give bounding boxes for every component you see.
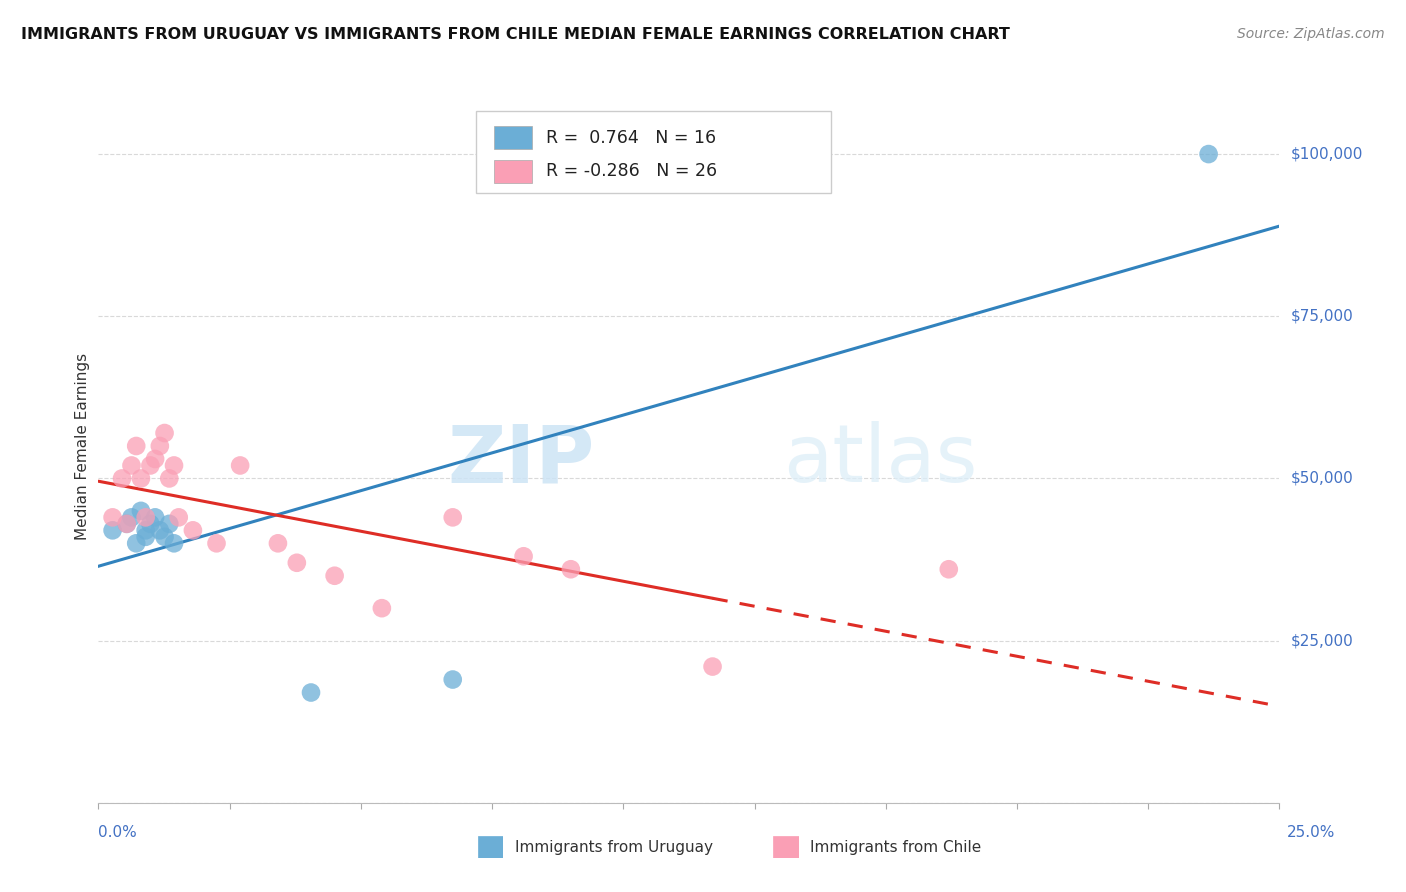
Text: $100,000: $100,000 [1291,146,1362,161]
Point [153,530,176,544]
Point [441,510,464,524]
Point [299,685,322,699]
Text: ZIP: ZIP [447,421,595,500]
Point [167,510,190,524]
Text: 0.0%: 0.0% [98,825,138,839]
Point [101,510,124,524]
Point [267,536,290,550]
Text: 25.0%: 25.0% [1286,825,1334,839]
Point [135,530,157,544]
Point [1198,147,1220,161]
Point [135,524,157,538]
Text: R = -0.286   N = 26: R = -0.286 N = 26 [546,162,717,180]
Point [135,510,157,524]
Text: Source: ZipAtlas.com: Source: ZipAtlas.com [1237,27,1385,41]
Text: $25,000: $25,000 [1291,633,1354,648]
Point [125,439,148,453]
Point [121,510,143,524]
Point [121,458,143,473]
FancyBboxPatch shape [477,111,831,193]
Text: $50,000: $50,000 [1291,471,1354,486]
Point [371,601,394,615]
Point [143,510,166,524]
Text: Immigrants from Uruguay: Immigrants from Uruguay [515,840,713,855]
Text: R =  0.764   N = 16: R = 0.764 N = 16 [546,128,716,146]
Point [139,516,162,531]
Point [115,516,138,531]
Point [441,673,464,687]
Y-axis label: Median Female Earnings: Median Female Earnings [75,352,90,540]
Point [163,458,186,473]
Point [129,504,152,518]
Point [205,536,228,550]
Point [702,659,724,673]
Point [560,562,582,576]
Point [139,458,162,473]
Point [938,562,960,576]
Point [323,568,346,582]
Point [149,524,172,538]
FancyBboxPatch shape [494,160,531,183]
Point [163,536,186,550]
Point [157,471,180,485]
Point [129,471,152,485]
Text: IMMIGRANTS FROM URUGUAY VS IMMIGRANTS FROM CHILE MEDIAN FEMALE EARNINGS CORRELAT: IMMIGRANTS FROM URUGUAY VS IMMIGRANTS FR… [21,27,1010,42]
Point [143,452,166,467]
Point [157,516,180,531]
Point [181,524,204,538]
Text: $75,000: $75,000 [1291,309,1354,324]
Point [125,536,148,550]
Point [512,549,534,564]
Point [153,425,176,440]
Point [285,556,308,570]
Point [229,458,252,473]
Text: atlas: atlas [783,421,977,500]
FancyBboxPatch shape [494,127,531,149]
Point [101,524,124,538]
Text: Immigrants from Chile: Immigrants from Chile [810,840,981,855]
Point [149,439,172,453]
Point [115,516,138,531]
Point [111,471,134,485]
